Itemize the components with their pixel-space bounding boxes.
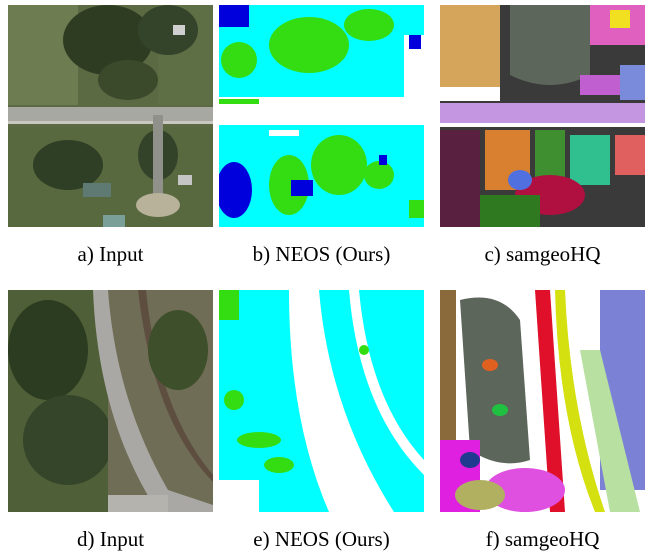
- image-region: [440, 123, 645, 127]
- image-region: [460, 452, 480, 468]
- image-region: [349, 290, 424, 475]
- image-region: [482, 359, 498, 371]
- image-region: [63, 5, 153, 75]
- segmentation-neos: [219, 5, 424, 227]
- image-region: [264, 457, 294, 473]
- image-region: [480, 195, 540, 227]
- image-region: [83, 183, 111, 197]
- image-region: [237, 432, 281, 448]
- image-region: [409, 200, 424, 218]
- image-region: [173, 25, 185, 35]
- image-region: [8, 107, 213, 121]
- image-region: [359, 345, 369, 355]
- image-region: [615, 135, 645, 175]
- image-region: [580, 75, 620, 95]
- image-region: [289, 290, 394, 512]
- image-region: [219, 290, 239, 320]
- image-region: [138, 290, 213, 482]
- image-region: [224, 390, 244, 410]
- image-region: [269, 130, 299, 136]
- image-region: [138, 5, 198, 55]
- image-region: [455, 480, 505, 510]
- image-region: [409, 35, 421, 49]
- panel: [440, 5, 645, 227]
- image-region: [311, 135, 367, 195]
- image-region: [344, 9, 394, 41]
- image-region: [440, 5, 500, 87]
- image-region: [219, 5, 249, 27]
- panel-caption: a) Input: [78, 242, 144, 266]
- panel-caption: b) NEOS (Ours): [253, 242, 391, 266]
- image-region: [610, 10, 630, 28]
- image-region: [510, 5, 590, 85]
- image-region: [178, 175, 192, 185]
- image-region: [460, 297, 530, 464]
- image-region: [103, 215, 125, 227]
- image-region: [108, 495, 168, 512]
- panel: [8, 290, 213, 512]
- image-region: [136, 193, 180, 217]
- panel-caption: c) samgeoHQ: [484, 242, 600, 266]
- segmentation-samgeo: [440, 5, 645, 227]
- image-region: [535, 290, 565, 512]
- image-region: [93, 290, 213, 512]
- image-region: [555, 290, 605, 512]
- input-image: [8, 290, 213, 512]
- image-region: [221, 42, 257, 78]
- image-region: [33, 140, 103, 190]
- panel: [440, 290, 645, 512]
- image-region: [570, 135, 610, 185]
- image-region: [440, 130, 480, 227]
- image-region: [440, 87, 500, 101]
- panel-caption: e) NEOS (Ours): [253, 527, 389, 551]
- image-region: [269, 17, 349, 73]
- image-region: [219, 99, 259, 104]
- panel: [8, 5, 213, 227]
- segmentation-samgeo: [440, 290, 645, 512]
- segmentation-neos: [219, 290, 424, 512]
- image-region: [219, 480, 259, 512]
- image-region: [404, 35, 424, 100]
- image-region: [440, 103, 645, 123]
- image-region: [153, 115, 163, 205]
- panel-caption: f) samgeoHQ: [486, 527, 600, 551]
- image-region: [620, 65, 645, 100]
- image-region: [148, 310, 208, 390]
- image-region: [219, 162, 252, 218]
- image-region: [580, 350, 640, 512]
- panel: [219, 5, 424, 227]
- image-region: [364, 161, 394, 189]
- image-region: [8, 5, 78, 105]
- panel-caption: d) Input: [77, 527, 144, 551]
- image-region: [98, 60, 158, 100]
- panel: [219, 290, 424, 512]
- image-region: [23, 395, 113, 485]
- image-region: [269, 155, 309, 215]
- image-region: [492, 404, 508, 416]
- image-region: [291, 180, 313, 196]
- image-region: [8, 121, 213, 124]
- image-region: [379, 155, 387, 165]
- image-region: [485, 468, 565, 512]
- input-image: [8, 5, 213, 227]
- image-region: [508, 170, 532, 190]
- image-region: [8, 300, 88, 400]
